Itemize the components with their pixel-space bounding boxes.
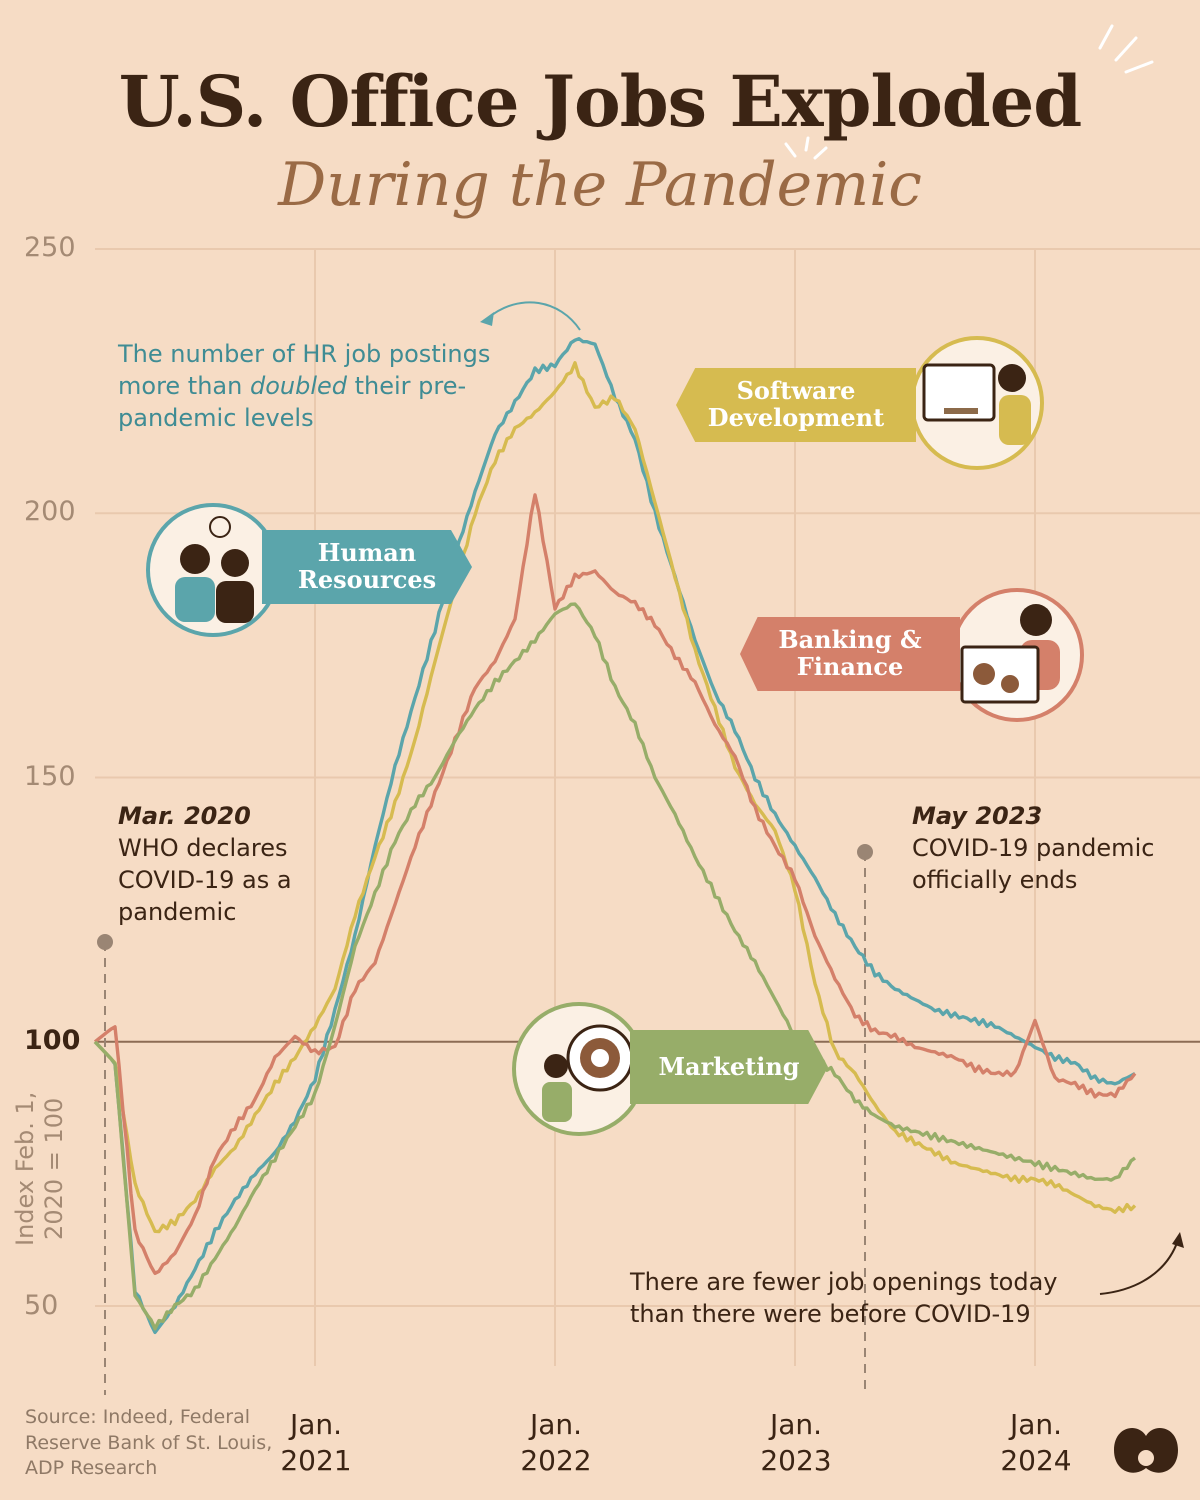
tag-human-resources: Human Resources xyxy=(262,530,472,604)
x-tick-2023: Jan. 2023 xyxy=(716,1407,876,1480)
tag-banking-finance: Banking & Finance xyxy=(740,617,960,691)
x-tick-2023-year: 2023 xyxy=(760,1444,832,1478)
annotation-today: There are fewer job openings today than … xyxy=(630,1268,1058,1329)
x-tick-2024-month: Jan. xyxy=(1009,1408,1063,1441)
event-line-march-2020-marker xyxy=(97,934,113,950)
annotation-hr-suffix: their pre-pandemic levels xyxy=(118,372,467,433)
annotation-hr-doubled: The number of HR job postings more than … xyxy=(118,338,538,434)
x-tick-2021-month: Jan. xyxy=(289,1408,343,1441)
annotation-hr-prefix: The number of HR job postings more than xyxy=(118,340,491,401)
x-tick-2022: Jan. 2022 xyxy=(476,1407,636,1480)
sparkle-stroke xyxy=(1114,36,1138,62)
y-tick-200: 200 xyxy=(24,496,76,527)
annotation-hr-emphasis: doubled xyxy=(249,372,347,401)
sparkle-stroke xyxy=(1124,60,1154,74)
chart-title: U.S. Office Jobs Exploded xyxy=(118,60,1082,143)
y-tick-50: 50 xyxy=(24,1290,59,1321)
banking-illustration-icon xyxy=(950,588,1084,722)
annotation-march-2020: Mar. 2020 WHO declares COVID-19 as a pan… xyxy=(118,800,308,929)
annotation-march-text: WHO declares COVID-19 as a pandemic xyxy=(118,834,292,927)
chart-subtitle: During the Pandemic xyxy=(278,150,922,220)
tag-software-development: Software Development xyxy=(676,368,916,442)
y-tick-100: 100 xyxy=(24,1025,81,1056)
series-line-banking-finance xyxy=(93,493,1137,1275)
marketing-illustration-icon xyxy=(512,1002,646,1136)
today-annotation-arrowhead xyxy=(1172,1232,1184,1248)
event-line-may-2023-marker xyxy=(857,844,873,860)
series-line-software-development xyxy=(93,361,1137,1234)
annotation-may-text: COVID-19 pandemic officially ends xyxy=(912,834,1155,895)
x-tick-2023-month: Jan. xyxy=(769,1408,823,1441)
x-tick-2021: Jan. 2021 xyxy=(236,1407,396,1480)
y-tick-250: 250 xyxy=(24,232,76,263)
y-tick-150: 150 xyxy=(24,761,76,792)
sparkle-stroke xyxy=(784,142,797,158)
sparkle-stroke xyxy=(804,136,810,152)
x-tick-2024: Jan. 2024 xyxy=(956,1407,1116,1480)
hr-annotation-arrowhead xyxy=(480,312,494,326)
annotation-march-date: Mar. 2020 xyxy=(118,802,251,830)
sparkle-stroke xyxy=(813,146,828,160)
tag-marketing: Marketing xyxy=(630,1030,828,1104)
x-tick-2022-month: Jan. xyxy=(529,1408,583,1441)
x-tick-2022-year: 2022 xyxy=(520,1444,592,1478)
hr-annotation-arrow xyxy=(487,301,581,331)
series-line-marketing xyxy=(93,602,1136,1331)
sparkle-stroke xyxy=(1098,24,1114,50)
today-annotation-arrow xyxy=(1099,1239,1179,1295)
source-note: Source: Indeed, Federal Reserve Bank of … xyxy=(25,1406,273,1480)
hr-illustration-icon xyxy=(146,503,280,637)
annotation-may-date: May 2023 xyxy=(912,802,1043,830)
x-tick-2024-year: 2024 xyxy=(1000,1444,1072,1478)
y-axis-label: Index Feb. 1, 2020 = 100 xyxy=(11,1091,68,1246)
x-tick-2021-year: 2021 xyxy=(280,1444,352,1478)
brand-logo-icon xyxy=(1108,1416,1184,1482)
annotation-may-2023: May 2023 COVID-19 pandemic officially en… xyxy=(912,800,1172,896)
software-illustration-icon xyxy=(910,336,1044,470)
